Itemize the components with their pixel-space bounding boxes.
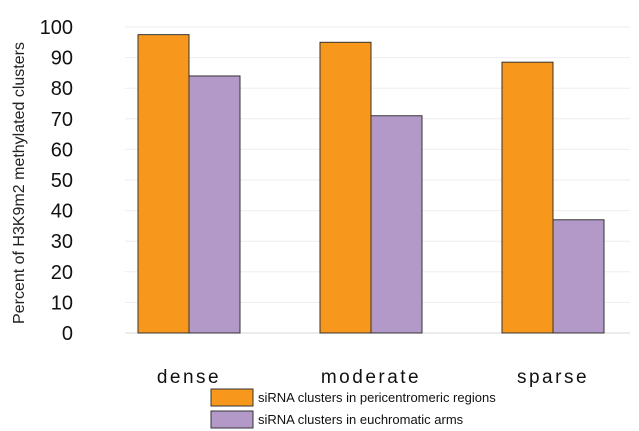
y-axis-label: Percent of H3K9m2 methylated clusters — [11, 42, 28, 324]
y-tick-label: 90 — [51, 48, 73, 70]
y-tick-label: 10 — [51, 292, 73, 314]
bars — [138, 35, 604, 333]
bar-sparse-series-1 — [553, 220, 604, 333]
legend: siRNA clusters in pericentromeric region… — [211, 389, 496, 428]
y-tick-label: 30 — [51, 231, 73, 253]
y-tick-label: 50 — [51, 170, 73, 192]
y-tick-label: 80 — [51, 78, 73, 100]
bar-dense-series-0 — [138, 35, 189, 333]
bar-moderate-series-0 — [320, 42, 371, 333]
y-tick-label: 70 — [51, 109, 73, 131]
category-labels: dense moderate sparse — [157, 367, 589, 388]
y-tick-label: 0 — [62, 323, 73, 345]
y-tick-label: 40 — [51, 201, 73, 223]
category-label-moderate: moderate — [321, 367, 421, 388]
legend-swatch-euchromatic — [211, 411, 253, 428]
category-label-sparse: sparse — [517, 367, 589, 388]
legend-label-euchromatic: siRNA clusters in euchromatic arms — [258, 412, 464, 427]
bar-sparse-series-0 — [502, 62, 553, 333]
category-label-dense: dense — [157, 367, 221, 388]
y-tick-label: 60 — [51, 139, 73, 161]
bar-moderate-series-1 — [371, 116, 422, 333]
y-tick-label: 100 — [40, 17, 73, 39]
y-tick-labels: 0 10 20 30 40 50 60 70 80 90 100 — [40, 17, 73, 345]
legend-label-pericentromeric: siRNA clusters in pericentromeric region… — [258, 390, 496, 405]
legend-swatch-pericentromeric — [211, 389, 253, 406]
y-tick-label: 20 — [51, 262, 73, 284]
bar-dense-series-1 — [189, 76, 240, 333]
